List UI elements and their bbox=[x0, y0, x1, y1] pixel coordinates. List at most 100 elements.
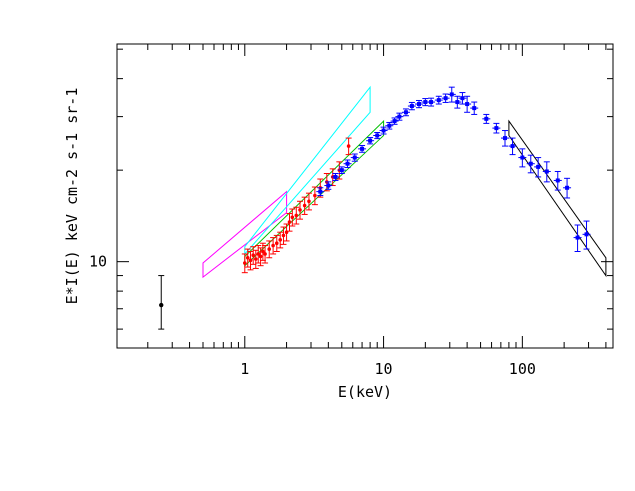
data-point bbox=[434, 95, 443, 105]
data-point bbox=[414, 99, 423, 109]
marker bbox=[159, 302, 164, 308]
data-point bbox=[343, 159, 352, 169]
data-point bbox=[266, 240, 273, 259]
data-point bbox=[270, 237, 277, 255]
data-point bbox=[311, 186, 318, 206]
marker bbox=[503, 136, 508, 141]
data-point bbox=[331, 172, 340, 181]
data-point bbox=[297, 200, 304, 220]
marker bbox=[313, 193, 317, 198]
marker bbox=[423, 100, 428, 105]
data-point bbox=[259, 242, 266, 261]
axis-ticks bbox=[117, 44, 613, 348]
marker bbox=[416, 102, 421, 107]
data-point bbox=[492, 122, 501, 134]
marker bbox=[403, 110, 408, 115]
marker bbox=[555, 178, 560, 183]
marker bbox=[536, 164, 541, 169]
marker bbox=[263, 252, 267, 256]
marker bbox=[258, 254, 263, 259]
data-point bbox=[441, 93, 450, 103]
marker bbox=[455, 100, 460, 105]
marker bbox=[472, 106, 477, 111]
marker bbox=[528, 161, 533, 166]
data-point bbox=[241, 253, 248, 274]
data-point bbox=[563, 177, 572, 199]
marker bbox=[333, 174, 338, 179]
data-point bbox=[401, 108, 410, 117]
marker bbox=[274, 241, 279, 246]
data-point bbox=[482, 113, 491, 124]
marker bbox=[484, 116, 489, 121]
data-point bbox=[395, 112, 404, 121]
data-point bbox=[293, 206, 300, 225]
data-point bbox=[542, 161, 551, 183]
marker bbox=[326, 183, 331, 188]
data-point bbox=[255, 245, 262, 264]
marker bbox=[339, 168, 344, 173]
data-point bbox=[385, 121, 394, 130]
data-point bbox=[407, 101, 416, 111]
marker bbox=[298, 208, 302, 212]
marker bbox=[520, 155, 525, 160]
marker bbox=[302, 203, 307, 208]
marker bbox=[290, 215, 295, 220]
x-tick-label: 1 bbox=[240, 360, 249, 378]
data-point bbox=[286, 213, 293, 232]
series-group bbox=[241, 137, 352, 274]
marker bbox=[368, 138, 373, 143]
data-point bbox=[379, 126, 388, 135]
marker bbox=[251, 253, 256, 258]
data-point bbox=[582, 220, 591, 250]
series-group bbox=[316, 86, 591, 253]
marker bbox=[544, 169, 549, 174]
bowtie bbox=[202, 190, 288, 279]
data-point bbox=[447, 86, 456, 103]
data-point bbox=[337, 166, 346, 174]
marker bbox=[510, 144, 515, 149]
data-point bbox=[305, 192, 312, 211]
data-point bbox=[345, 137, 352, 156]
marker bbox=[294, 213, 299, 218]
data-point bbox=[301, 196, 308, 215]
marker bbox=[465, 102, 470, 107]
x-tick-label: 100 bbox=[509, 360, 536, 378]
data-point bbox=[501, 130, 510, 147]
plot-frame bbox=[116, 43, 614, 349]
data-point bbox=[573, 224, 582, 253]
marker bbox=[575, 235, 580, 240]
marker bbox=[436, 98, 441, 103]
marker bbox=[248, 258, 253, 263]
marker bbox=[307, 199, 311, 204]
data-point bbox=[373, 132, 382, 140]
marker bbox=[392, 119, 397, 124]
data-point bbox=[366, 137, 375, 145]
data-point bbox=[250, 246, 257, 265]
data-point bbox=[280, 226, 287, 245]
data-point bbox=[350, 153, 359, 162]
marker bbox=[397, 114, 402, 119]
marker bbox=[245, 255, 250, 260]
marker bbox=[253, 257, 258, 261]
data-series bbox=[241, 86, 591, 274]
marker bbox=[494, 126, 499, 131]
marker bbox=[565, 185, 570, 190]
marker bbox=[584, 232, 589, 237]
marker bbox=[409, 104, 414, 109]
x-axis-title: E(keV) bbox=[338, 383, 392, 401]
marker bbox=[261, 249, 265, 254]
data-point bbox=[526, 154, 535, 174]
marker bbox=[278, 238, 283, 242]
data-point bbox=[289, 208, 296, 227]
marker bbox=[271, 243, 275, 248]
marker bbox=[443, 96, 448, 101]
data-point bbox=[324, 181, 333, 190]
data-point bbox=[553, 170, 562, 191]
marker bbox=[345, 161, 350, 166]
data-point bbox=[262, 245, 269, 264]
marker bbox=[387, 123, 392, 128]
marker bbox=[256, 252, 261, 256]
marker bbox=[449, 92, 454, 97]
marker bbox=[381, 128, 386, 133]
